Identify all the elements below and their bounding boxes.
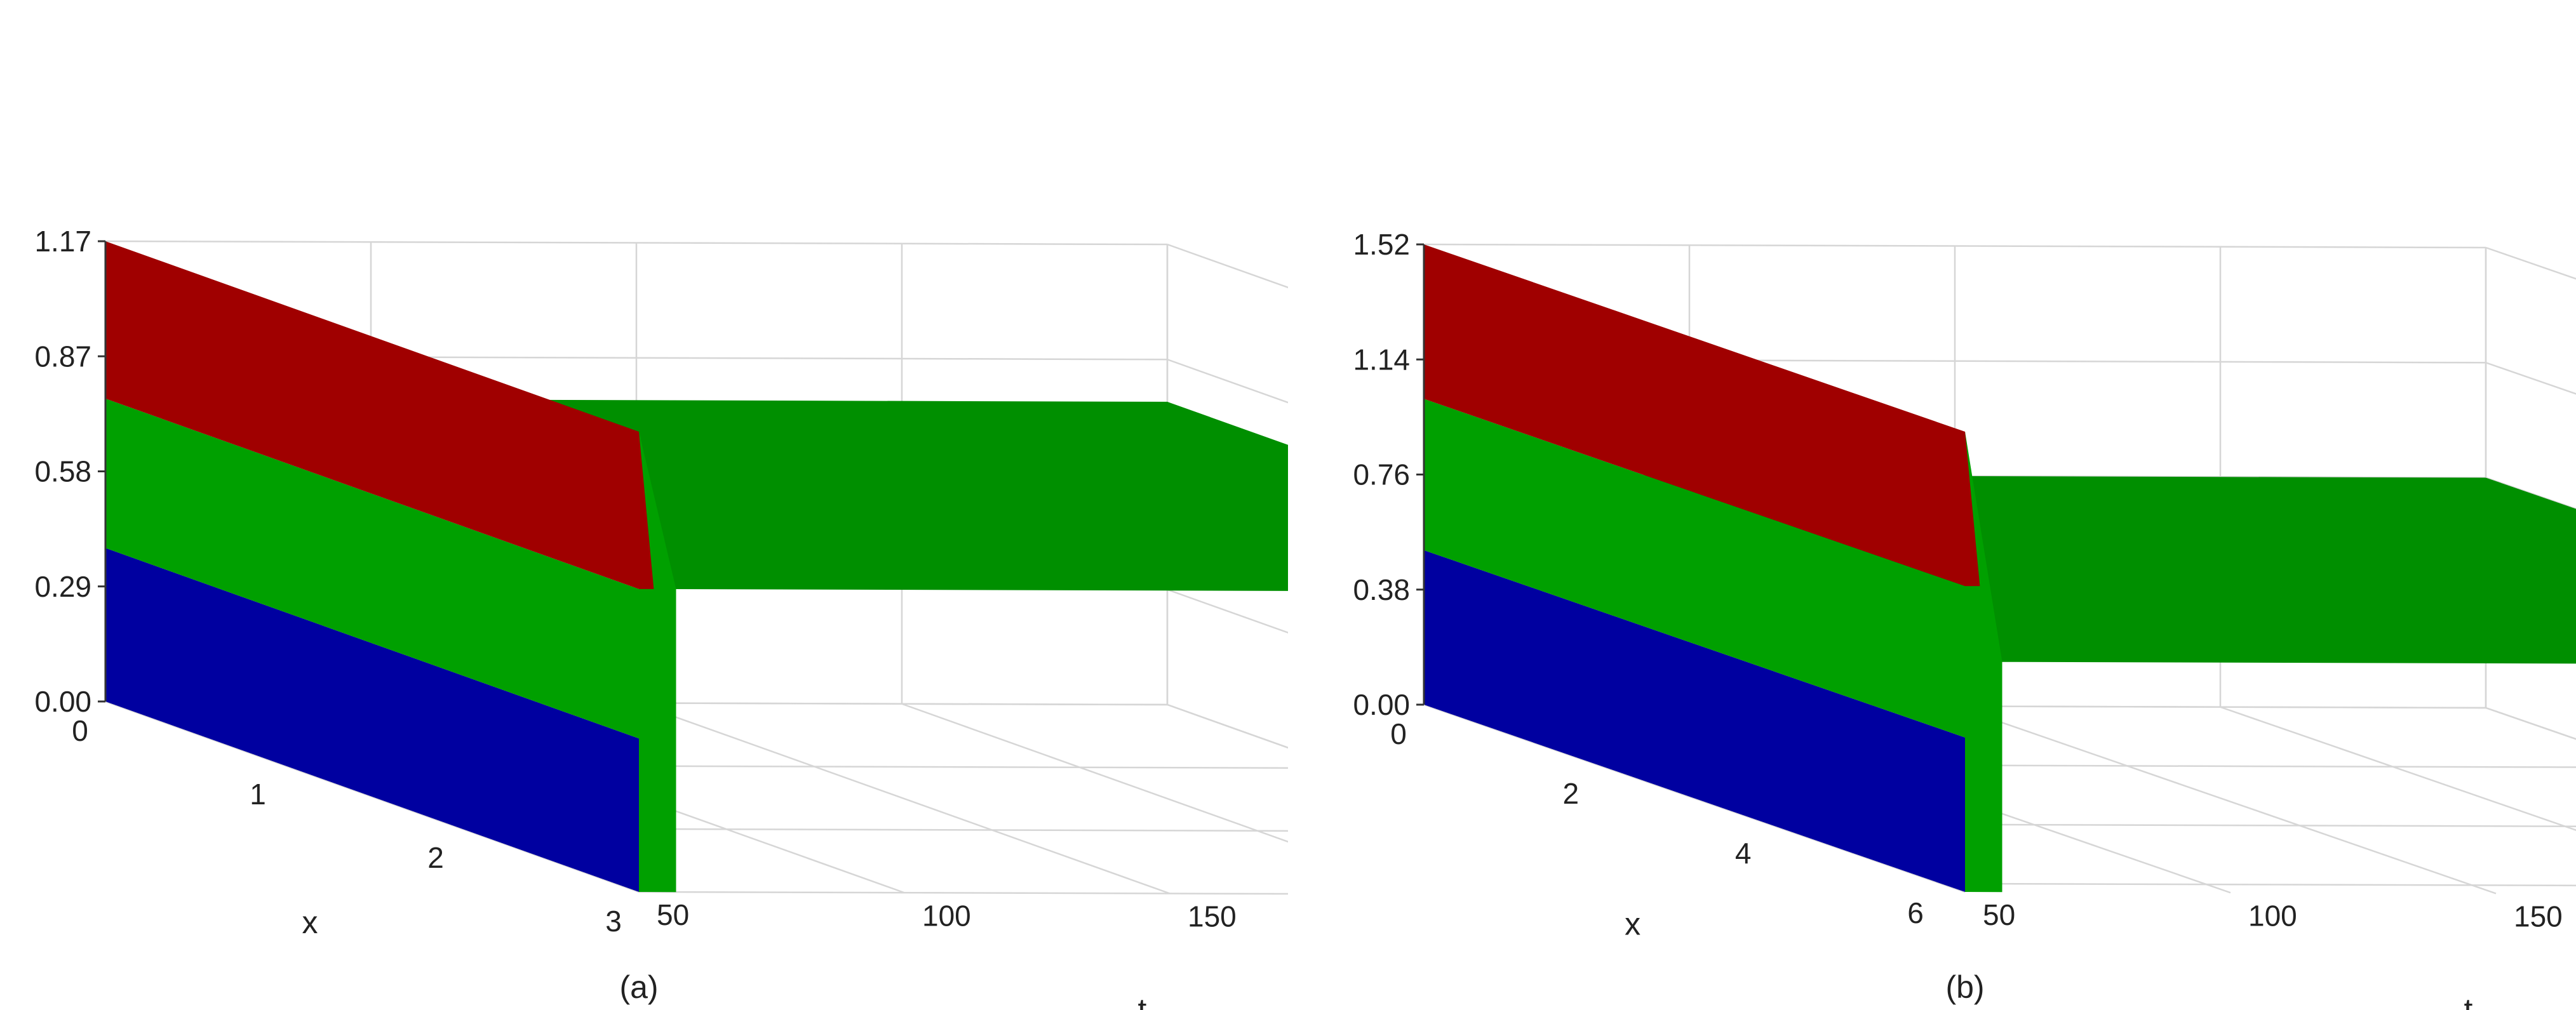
t-tick-label: 50 [1983, 898, 2015, 931]
z-tick-label: 1.14 [1353, 343, 1410, 376]
t-tick-label: 150 [2514, 900, 2563, 933]
panel-caption: (a) [619, 969, 658, 1005]
z-tick-label: 0.29 [34, 570, 91, 603]
axes: 0.000.380.761.141.52024650100150200250xt [1353, 228, 2563, 1010]
grid-line [1167, 703, 1288, 749]
chart-panel-a: 0.000.290.580.871.17012350100150200250xt… [34, 225, 1288, 1010]
grid-line [1167, 588, 1288, 634]
grid-line [1167, 359, 1288, 404]
grid-line [2485, 707, 2576, 740]
grid-line [105, 240, 1168, 246]
grid-line [1167, 703, 1288, 749]
t-axis-label: t [1137, 992, 1146, 1010]
x-axis-label: x [302, 905, 318, 940]
x-axis-label: x [1625, 906, 1640, 941]
grid-line [2485, 246, 2576, 280]
surface-plot-u: 0.000.290.580.871.17012350100150200250xt… [34, 225, 1288, 1010]
x-tick-label: 0 [1390, 717, 1407, 750]
axes: 0.000.290.580.871.17012350100150200250xt [34, 225, 1237, 1010]
surface-plot-v: 0.000.380.761.141.52024650100150200250xt… [1353, 228, 2576, 1010]
band-high [1424, 244, 1965, 587]
x-tick-label: 2 [1563, 777, 1580, 810]
z-tick-label: 1.52 [1353, 228, 1410, 261]
band-low [105, 548, 639, 892]
x-tick-label: 1 [250, 778, 266, 811]
transient-edge-red [639, 432, 654, 589]
grid-line [636, 702, 1171, 894]
x-tick-label: 3 [605, 905, 622, 938]
grid-line [901, 703, 1288, 843]
grid-line [1167, 243, 1288, 289]
surface [1424, 244, 2576, 893]
grid-line [2220, 706, 2576, 831]
x-tick-label: 2 [427, 841, 444, 874]
t-tick-label: 100 [2248, 899, 2297, 932]
z-tick-label: 0.76 [1353, 458, 1410, 491]
band-mid [1424, 399, 1965, 738]
grid-line [2485, 707, 2576, 740]
t-tick-label: 100 [922, 899, 971, 932]
band-low [1424, 550, 1965, 892]
grid-line [638, 891, 1288, 895]
band-high [105, 241, 639, 589]
chart-panel-b: 0.000.380.761.141.52024650100150200250xt… [1288, 0, 2576, 1010]
z-tick-label: 0.00 [1353, 688, 1410, 721]
z-tick-label: 1.17 [34, 225, 91, 258]
z-tick-label: 0.87 [34, 340, 91, 373]
x-tick-label: 6 [1907, 896, 1924, 929]
z-tick-label: 0.00 [34, 685, 91, 718]
t-axis-label: t [2464, 992, 2472, 1010]
panel-caption: (b) [1945, 969, 1984, 1005]
grid-line [1954, 705, 2497, 894]
z-tick-label: 0.58 [34, 455, 91, 488]
surface [105, 241, 1288, 893]
x-tick-label: 0 [72, 714, 88, 747]
t-tick-label: 50 [657, 898, 689, 931]
z-tick-label: 0.38 [1353, 573, 1410, 606]
x-tick-label: 4 [1735, 837, 1752, 870]
grid-line [1423, 243, 2486, 249]
t-tick-label: 150 [1188, 900, 1237, 933]
grid-line [1941, 882, 2576, 887]
band-mid [105, 398, 639, 739]
